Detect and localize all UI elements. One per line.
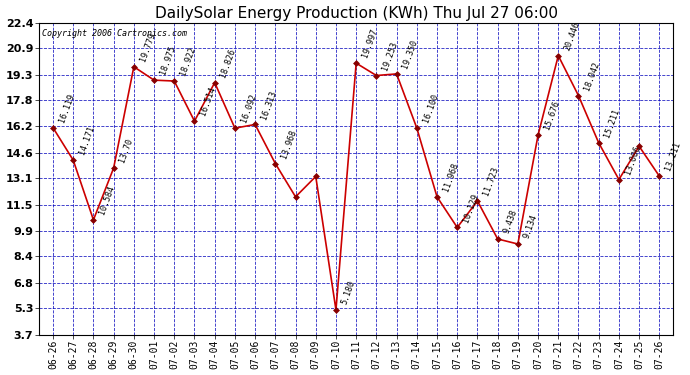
Text: 15.211: 15.211 — [603, 107, 622, 139]
Text: 10.129: 10.129 — [462, 192, 480, 223]
Text: 19.350: 19.350 — [401, 39, 420, 70]
Text: 18.922: 18.922 — [179, 46, 197, 77]
Text: 16.100: 16.100 — [421, 93, 440, 124]
Text: 18.042: 18.042 — [582, 60, 602, 92]
Text: 18.826: 18.826 — [219, 47, 237, 78]
Text: 13.70: 13.70 — [118, 137, 135, 164]
Text: 9.134: 9.134 — [522, 213, 539, 240]
Text: 14.171: 14.171 — [77, 125, 96, 156]
Text: 16.313: 16.313 — [259, 89, 278, 120]
Text: 13.968: 13.968 — [279, 128, 298, 159]
Text: 20.446: 20.446 — [562, 20, 581, 51]
Text: 11.968: 11.968 — [441, 161, 460, 193]
Text: 18.975: 18.975 — [158, 45, 177, 76]
Text: 16.092: 16.092 — [239, 93, 258, 124]
Text: 13.211: 13.211 — [664, 141, 682, 172]
Title: DailySolar Energy Production (KWh) Thu Jul 27 06:00: DailySolar Energy Production (KWh) Thu J… — [155, 6, 558, 21]
Text: 19.997: 19.997 — [360, 28, 379, 59]
Text: 16.119: 16.119 — [57, 92, 76, 123]
Text: 16.514: 16.514 — [199, 86, 217, 117]
Text: 19.253: 19.253 — [381, 40, 400, 71]
Text: 10.584: 10.584 — [97, 184, 117, 216]
Text: 5.180: 5.180 — [340, 279, 357, 306]
Text: 19.779: 19.779 — [138, 32, 157, 63]
Text: 15.676: 15.676 — [542, 100, 561, 131]
Text: 13.006: 13.006 — [623, 144, 642, 176]
Text: 11.723: 11.723 — [482, 165, 500, 197]
Text: Copyright 2006 Cartronics.com: Copyright 2006 Cartronics.com — [42, 29, 187, 38]
Text: 9.438: 9.438 — [502, 208, 519, 235]
